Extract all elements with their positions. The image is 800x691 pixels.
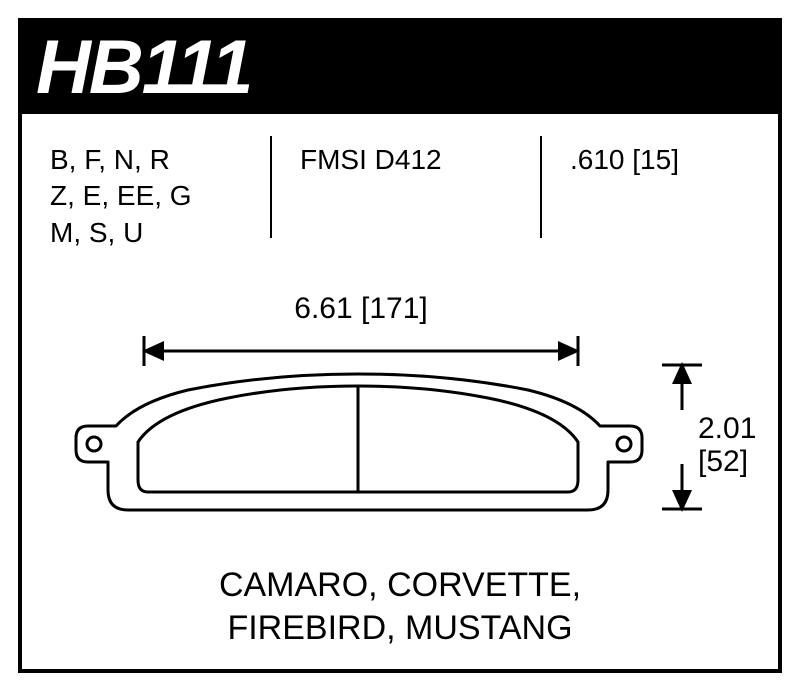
height-mm: [52]: [698, 445, 756, 478]
spec-row: B, F, N, R Z, E, EE, G M, S, U FMSI D412…: [22, 132, 778, 252]
fmsi-column: FMSI D412: [272, 132, 542, 252]
height-inches: 2.01: [698, 412, 756, 445]
compounds-line: Z, E, EE, G: [50, 178, 272, 214]
part-number-header: HB111: [22, 22, 778, 114]
height-dimension: 2.01 [52]: [662, 362, 772, 557]
width-dimension: 6.61 [171]: [142, 292, 580, 366]
thickness-value: .610 [15]: [570, 142, 742, 178]
width-label: 6.61 [171]: [142, 292, 580, 326]
fmsi-code: FMSI D412: [300, 142, 542, 178]
brake-pad-outline-icon: [68, 372, 658, 542]
part-number: HB111: [36, 25, 251, 110]
applications-line: CAMARO, CORVETTE,: [22, 564, 778, 607]
spec-sheet-frame: HB111 B, F, N, R Z, E, EE, G M, S, U FMS…: [18, 18, 782, 673]
compounds-column: B, F, N, R Z, E, EE, G M, S, U: [22, 132, 272, 252]
thickness-column: .610 [15]: [542, 132, 742, 252]
compounds-line: M, S, U: [50, 215, 272, 251]
applications-footer: CAMARO, CORVETTE, FIREBIRD, MUSTANG: [22, 564, 778, 649]
compounds-line: B, F, N, R: [50, 142, 272, 178]
double-arrow-horizontal-icon: [142, 336, 580, 366]
applications-line: FIREBIRD, MUSTANG: [22, 607, 778, 650]
width-arrow: [142, 336, 580, 366]
height-label: 2.01 [52]: [698, 412, 756, 478]
